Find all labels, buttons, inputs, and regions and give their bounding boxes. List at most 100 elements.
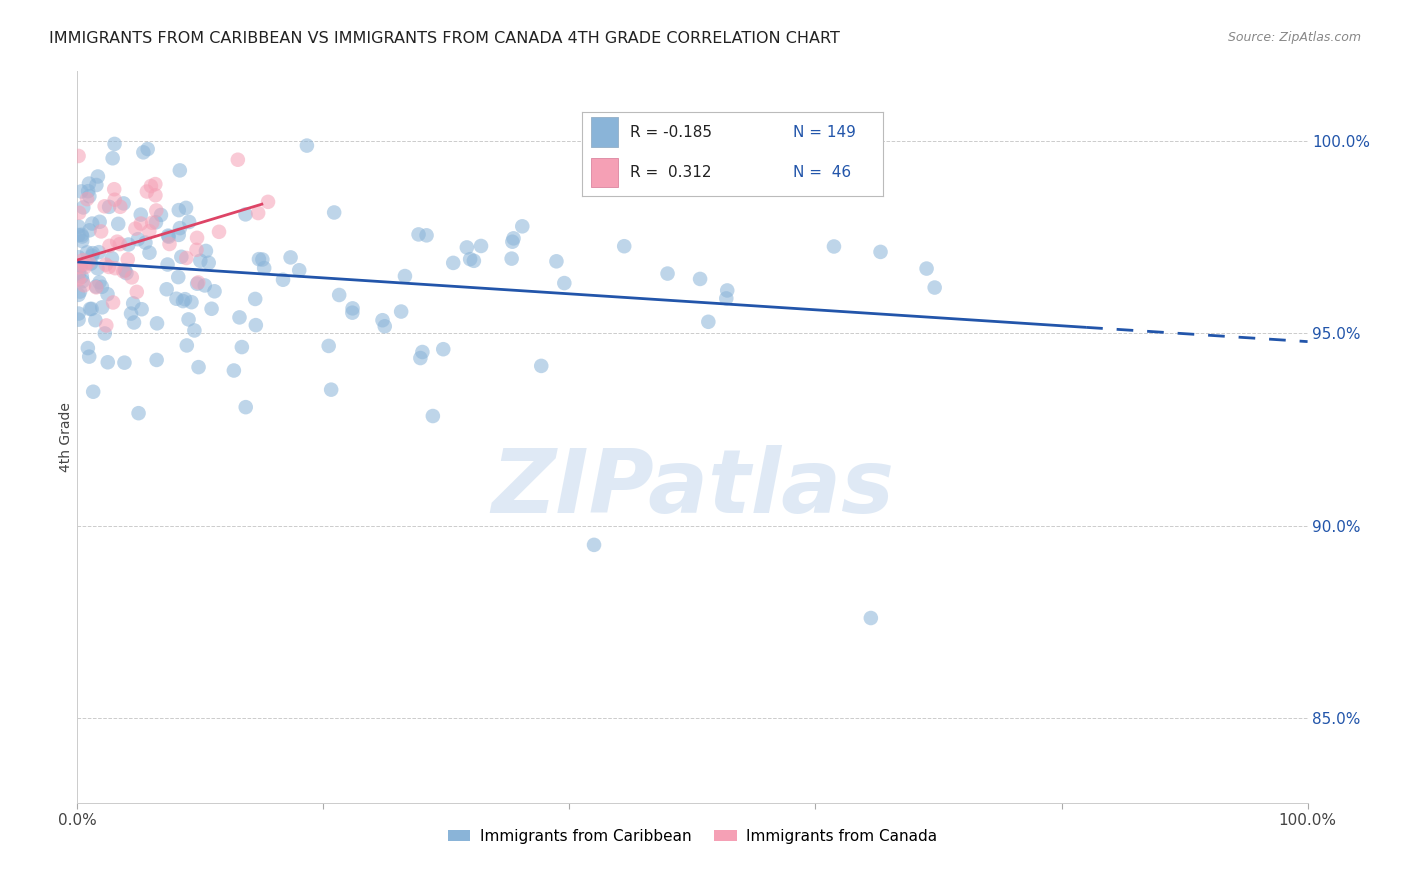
Point [145,203,167,218]
Point [167,203,190,218]
Point [179,215,201,229]
Point [716,292,738,306]
Point [501,252,523,266]
Point [371,313,394,327]
Point [204,285,226,299]
Point [98,200,121,214]
Point [138,245,160,260]
Point [231,340,253,354]
Point [318,339,340,353]
Text: ZIPatlas: ZIPatlas [491,445,894,532]
Point [245,318,267,332]
Point [103,182,125,196]
Point [77,177,100,191]
Point [553,276,575,290]
Point [915,261,938,276]
Point [70,185,93,199]
Point [135,185,157,199]
Point [67,250,90,264]
Point [271,273,294,287]
Point [67,288,90,302]
Y-axis label: 4th Grade: 4th Grade [59,402,73,472]
Point [70,269,93,284]
Point [79,223,101,237]
Point [110,200,132,214]
Point [823,239,845,253]
Point [342,306,364,320]
Point [321,383,343,397]
Point [82,246,104,260]
Point [716,284,738,298]
Point [165,292,187,306]
Point [183,323,205,337]
Point [82,249,104,263]
Point [235,207,257,221]
Point [114,263,136,277]
Point [122,296,145,310]
Point [82,217,104,231]
Point [67,219,90,234]
Point [101,252,124,266]
Point [122,316,145,330]
Point [131,302,153,317]
Point [127,232,149,246]
Point [501,235,523,249]
Point [129,217,152,231]
Point [121,270,143,285]
Point [295,138,318,153]
Point [75,257,97,271]
Point [87,169,110,184]
Point [67,267,90,281]
Point [463,253,485,268]
Point [502,231,524,245]
Point [70,229,93,244]
Point [67,260,90,274]
Point [257,194,280,209]
Point [288,263,311,277]
Point [115,266,138,280]
Point [374,319,396,334]
Point [415,228,437,243]
Point [328,288,350,302]
Point [530,359,553,373]
Point [180,295,202,310]
Point [159,237,181,252]
Point [197,256,219,270]
Point [97,260,120,274]
Point [169,221,191,235]
Point [67,307,90,321]
Point [73,278,96,293]
Point [136,142,159,156]
Point [409,351,432,365]
Point [145,188,167,202]
Point [458,252,481,267]
Point [67,149,90,163]
Text: IMMIGRANTS FROM CARIBBEAN VS IMMIGRANTS FROM CANADA 4TH GRADE CORRELATION CHART: IMMIGRANTS FROM CARIBBEAN VS IMMIGRANTS … [49,31,841,46]
Point [546,254,568,268]
Point [89,215,111,229]
Point [72,274,94,288]
Point [79,189,101,203]
Point [222,363,245,377]
Point [245,292,267,306]
Point [510,219,533,234]
Point [441,256,464,270]
Point [186,231,208,245]
Point [77,184,100,198]
Point [247,206,270,220]
Point [174,201,197,215]
Point [583,538,606,552]
Point [157,229,180,244]
Point [89,276,111,290]
Point [657,267,679,281]
Point [194,244,217,258]
Point [235,400,257,414]
Point [145,215,167,229]
Point [187,276,209,290]
Point [80,301,103,316]
Point [394,268,416,283]
Point [93,199,115,213]
Point [86,261,108,276]
Point [84,313,107,327]
Point [149,208,172,222]
